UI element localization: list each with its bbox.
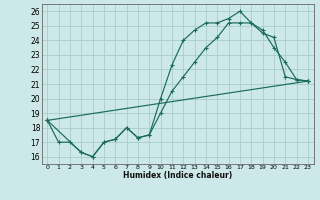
X-axis label: Humidex (Indice chaleur): Humidex (Indice chaleur) xyxy=(123,171,232,180)
